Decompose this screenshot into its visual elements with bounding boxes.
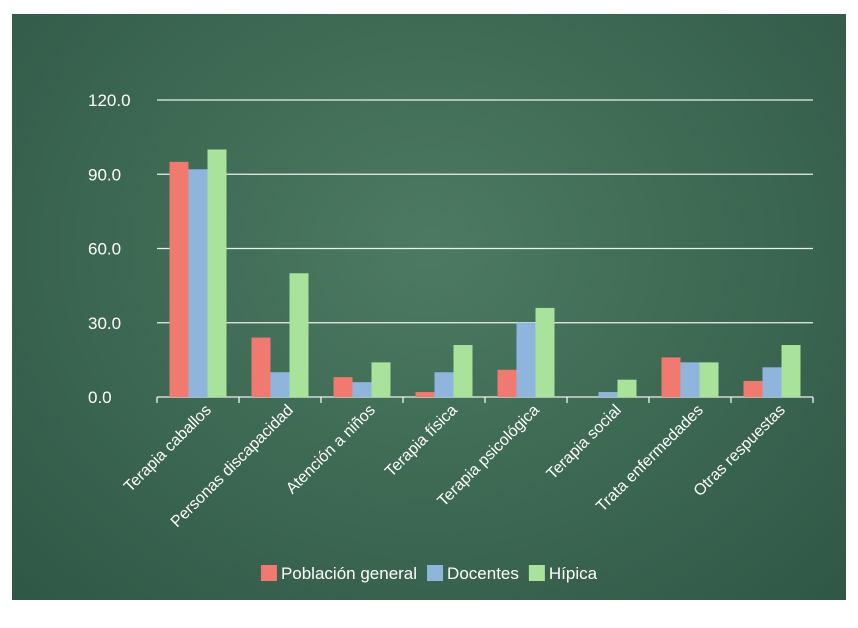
- bar: [207, 149, 227, 397]
- bar: [617, 379, 637, 397]
- legend-swatch: [528, 565, 545, 581]
- legend-label: Docentes: [447, 564, 519, 583]
- bar: [598, 392, 618, 397]
- y-tick-label: 120.0: [88, 91, 131, 110]
- bar: [188, 169, 208, 397]
- category-label: Otras respuestas: [691, 402, 789, 500]
- bar: [781, 345, 801, 397]
- bar: [289, 273, 309, 397]
- bar: [371, 362, 391, 397]
- bar: [497, 369, 517, 397]
- bar: [680, 362, 700, 397]
- bar: [333, 377, 353, 397]
- bar: [661, 357, 681, 397]
- category-label: Terapia caballos: [121, 402, 215, 496]
- bar: [415, 392, 435, 397]
- bar: [434, 372, 454, 397]
- y-tick-label: 0.0: [88, 388, 112, 407]
- category-label: Terapia social: [544, 402, 625, 483]
- bar: [762, 367, 782, 397]
- chart-board: 0.0 30.0 60.0 90.0 120.0 Terapia caballos Pers…: [12, 14, 846, 600]
- legend-swatch: [427, 565, 444, 581]
- legend-swatch: [260, 565, 277, 581]
- bar: [699, 362, 719, 397]
- bar: [535, 307, 555, 397]
- legend-label: Hípica: [549, 564, 598, 583]
- y-tick-label: 90.0: [88, 165, 121, 184]
- bar: [270, 372, 290, 397]
- bar: [352, 382, 372, 397]
- bar: [453, 345, 473, 397]
- category-label: Terapia física: [382, 402, 461, 481]
- bar: [516, 322, 536, 397]
- y-tick-label: 60.0: [88, 240, 121, 259]
- y-tick-label: 30.0: [88, 314, 121, 333]
- bar: [169, 161, 189, 397]
- bar: [251, 337, 271, 397]
- bar: [743, 380, 763, 397]
- category-label: Atención a niños: [283, 402, 379, 498]
- legend-label: Población general: [281, 564, 417, 583]
